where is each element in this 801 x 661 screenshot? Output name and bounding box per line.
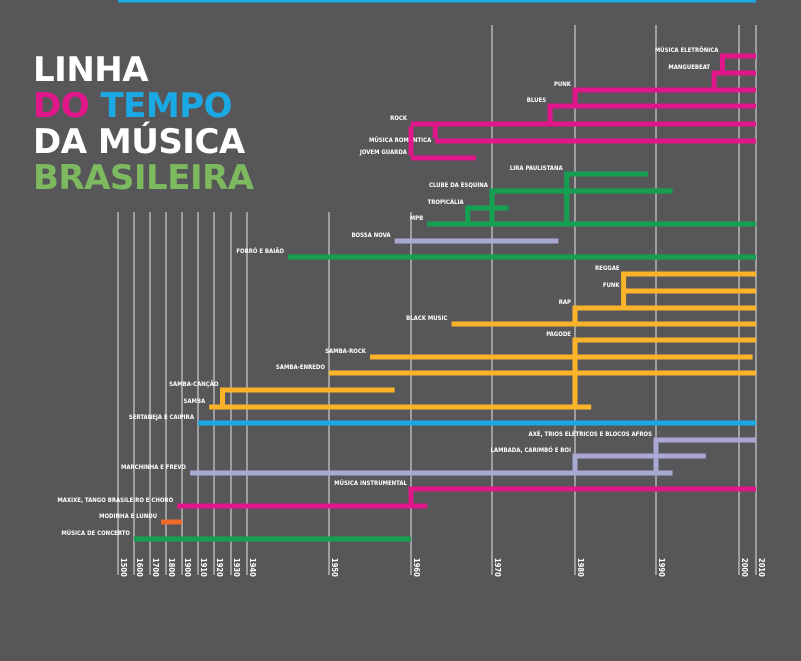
genre-label: MARCHINHA E FREVO [121, 464, 186, 471]
tick-label-1500: 1500 [119, 558, 128, 577]
genre-label: BOSSA NOVA [351, 232, 391, 239]
genre-label: CLUBE DA ESQUINA [429, 182, 489, 189]
tick-label-1990: 1990 [657, 558, 666, 577]
genre-label: FORRÓ E BAIÃO [236, 248, 284, 255]
genre-musica-tradicional: MÚSICA TRADICIONAL [47, 0, 756, 3]
genre-label: MAXIXE, TANGO BRASILEIRO E CHORO [57, 497, 173, 504]
tick-label-1910: 1910 [199, 558, 208, 577]
genre-label: BLACK MUSIC [406, 315, 447, 322]
genre-forro-e-baiao: FORRÓ E BAIÃO [236, 248, 756, 260]
genre-label: LAMBADA, CARIMBÓ E BOI [490, 447, 571, 454]
genre-label: SERTANEJA E CAIPIRA [129, 414, 195, 421]
genre-samba: SAMBA [183, 398, 592, 410]
genre-label: RAP [559, 299, 571, 306]
tick-label-2010: 2010 [757, 558, 766, 577]
tick-label-1800: 1800 [167, 558, 176, 577]
title-line-da-musica: DA MÚSICA [33, 122, 245, 162]
genre-lira-paulistana: LIRA PAULISTANA [510, 165, 648, 227]
genre-samba-enredo: SAMBA-ENREDO [276, 364, 756, 376]
year-axis: 1500 1600 1700 1800 1900 1910 1920 1930 1940 1950… [119, 558, 766, 577]
genre-label: BLUES [527, 97, 546, 104]
genre-rock: ROCK [390, 115, 756, 127]
genre-bossa-nova: BOSSA NOVA [351, 232, 559, 244]
genre-label: SAMBA [183, 398, 206, 405]
genre-label: JOVEM GUARDA [359, 149, 408, 156]
genre-marchinha-e-frevo: MARCHINHA E FREVO [121, 464, 673, 476]
genre-musica-de-concerto: MÚSICA DE CONCERTO [61, 530, 411, 542]
tick-label-2000: 2000 [740, 558, 749, 577]
genre-label: SAMBA-CANÇÃO [169, 381, 219, 388]
genre-black-music: BLACK MUSIC [406, 315, 756, 327]
genre-label: MPB [410, 215, 423, 222]
tick-label-1970: 1970 [493, 558, 502, 577]
title-line-brasileira: BRASILEIRA [33, 158, 254, 198]
tick-label-1920: 1920 [215, 558, 224, 577]
tick-label-1600: 1600 [135, 558, 144, 577]
title-word-tempo: TEMPO [100, 86, 233, 126]
genre-label: PAGODE [546, 331, 571, 338]
year-gridlines [117, 25, 757, 575]
genre-label: LIRA PAULISTANA [510, 165, 564, 172]
genre-label: MÚSICA TRADICIONAL [47, 0, 114, 2]
genre-label: MÚSICA DE CONCERTO [61, 530, 130, 537]
tick-label-1940: 1940 [248, 558, 257, 577]
genre-label: SAMBA-ROCK [325, 348, 367, 355]
genre-label: MÚSICA ELETRÔNICA [655, 47, 719, 54]
tick-label-1980: 1980 [576, 558, 585, 577]
tick-label-1930: 1930 [232, 558, 241, 577]
genre-label: REGGAE [595, 265, 620, 272]
genre-label: MÚSICA INSTRUMENTAL [334, 480, 407, 487]
tick-label-1950: 1950 [330, 558, 339, 577]
genre-maxixe-tango-brasileiro-e-choro: MAXIXE, TANGO BRASILEIRO E CHORO [57, 497, 428, 509]
genre-modinha-e-lundu: MODINHA E LUNDU [99, 513, 182, 525]
genre-lines: MÚSICA ELETRÔNICA MANGUEBEAT PUNK BLUES ROCK… [47, 0, 756, 542]
genre-label: MÚSICA ROMÂNTICA [369, 137, 432, 144]
genre-label: MODINHA E LUNDU [99, 513, 157, 520]
genre-label: MANGUEBEAT [668, 64, 710, 71]
genre-jovem-guarda: JOVEM GUARDA [359, 126, 476, 161]
title-line-linha: LINHA [33, 50, 149, 90]
tick-label-1960: 1960 [412, 558, 421, 577]
genre-mpb: MPB [410, 215, 756, 227]
genre-label: PUNK [554, 81, 572, 88]
genre-samba-rock: SAMBA-ROCK [325, 348, 753, 360]
genre-pagode: PAGODE [546, 331, 756, 410]
tick-label-1700: 1700 [151, 558, 160, 577]
genre-label: FUNK [603, 282, 621, 289]
genre-label: AXÉ, TRIOS ELÉTRICOS E BLOCOS AFROS [529, 430, 653, 438]
tick-label-1900: 1900 [183, 558, 192, 577]
genre-label: TROPICÁLIA [428, 199, 465, 206]
genre-musica-romantica: MÚSICA ROMÂNTICA [369, 126, 756, 144]
infographic-title: LINHA DO TEMPO DA MÚSICA BRASILEIRA [33, 52, 254, 196]
genre-label: ROCK [390, 115, 408, 122]
title-word-do: DO [33, 86, 90, 126]
genre-label: SAMBA-ENREDO [276, 364, 326, 371]
genre-sertaneja-e-caipira: SERTANEJA E CAIPIRA [129, 414, 756, 426]
